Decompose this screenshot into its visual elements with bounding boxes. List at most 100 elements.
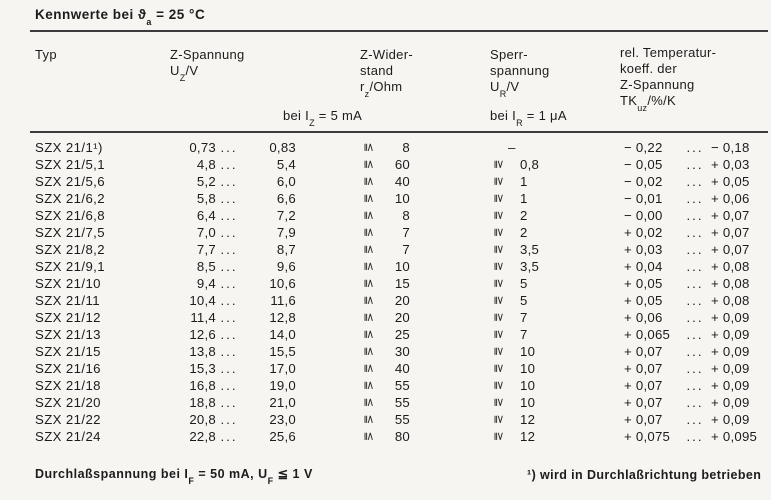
range-dots: ... [686, 412, 704, 427]
top-divider [30, 30, 768, 32]
greater-equal-icon: ≧ [492, 193, 505, 204]
z-voltage-range-cell: 20,8... 23,0 [170, 411, 360, 428]
tk-sym-sub: uz [637, 102, 648, 113]
less-equal-icon: ≦ [362, 278, 375, 289]
uz-min-value: 11,4 [190, 310, 216, 325]
z-voltage-range-cell: 16,8... 19,0 [170, 377, 360, 394]
rz-max-value: 30 [394, 344, 410, 359]
ur-test-condition: bei IR = 1 μA [490, 108, 567, 127]
ur-header-symbol: UR/V [490, 79, 550, 98]
z-voltage-range-cell: 13,8... 15,5 [170, 343, 360, 360]
range-dots: ... [220, 310, 238, 325]
ur-min-value: 2 [520, 208, 528, 223]
reverse-voltage-cell: ≧ 5 [490, 275, 620, 292]
table-row: SZX 21/1¹) 0,73... 0,83 ≦ 8– − 0,22... − 0,18 [35, 139, 768, 156]
z-voltage-range-cell: 5,8... 6,6 [170, 190, 360, 207]
z-impedance-cell: ≦ 55 [360, 394, 490, 411]
ur-min-value: 7 [520, 327, 528, 342]
ur-min-value: 1 [520, 191, 528, 206]
range-dots: ... [686, 225, 704, 240]
tk-max-value: + 0,09 [711, 344, 750, 359]
z-impedance-cell: ≦ 15 [360, 275, 490, 292]
z-impedance-cell: ≦ 20 [360, 292, 490, 309]
tk-max-value: + 0,08 [711, 259, 750, 274]
greater-equal-icon: ≧ [492, 346, 505, 357]
greater-equal-icon: ≧ [492, 397, 505, 408]
less-equal-icon: ≦ [362, 363, 375, 374]
column-header-z-spannung: Z-Spannung UZ/V [170, 47, 245, 82]
temp-coefficient-cell: − 0,05... + 0,03 [620, 156, 768, 173]
less-equal-icon: ≦ [362, 142, 375, 153]
greater-equal-icon: ≧ [492, 176, 505, 187]
less-equal-icon: ≦ [362, 414, 375, 425]
z-impedance-cell: ≦ 60 [360, 156, 490, 173]
z-impedance-cell: ≦ 40 [360, 360, 490, 377]
less-equal-icon: ≦ [362, 261, 375, 272]
uz-max-value: 6,0 [276, 174, 296, 189]
ur-min-value: 12 [520, 429, 536, 444]
tk-min-value: + 0,07 [624, 378, 663, 393]
tk-sym: TK [620, 93, 638, 108]
ur-min-value: 5 [520, 276, 528, 291]
type-cell: SZX 21/11 [35, 292, 170, 309]
table-row: SZX 21/20 18,8... 21,0 ≦ 55 ≧ 10 + 0,07... + 0,0… [35, 394, 768, 411]
z-impedance-cell: ≦ 8 [360, 207, 490, 224]
uz-max-value: 14,0 [269, 327, 296, 342]
type-cell: SZX 21/7,5 [35, 224, 170, 241]
tk-max-value: + 0,07 [711, 225, 750, 240]
less-equal-icon: ≦ [362, 227, 375, 238]
rz-max-value: 55 [394, 412, 410, 427]
reverse-voltage-cell: ≧ 1 [490, 173, 620, 190]
ur-header-name2: spannung [490, 63, 550, 78]
uz-max-value: 0,83 [269, 140, 296, 155]
type-label: SZX 21/11 [35, 293, 100, 308]
type-label: SZX 21/8,2 [35, 242, 105, 257]
uz-max-value: 25,6 [269, 429, 296, 444]
reverse-voltage-cell: ≧ 10 [490, 360, 620, 377]
uz-min-value: 12,6 [189, 327, 216, 342]
greater-equal-icon: ≧ [492, 159, 505, 170]
tk-min-value: − 0,02 [624, 174, 663, 189]
rz-sym-sub: z [364, 88, 370, 99]
uz-max-value: 12,8 [269, 310, 296, 325]
table-row: SZX 21/6,8 6,4... 7,2 ≦ 8 ≧ 2− 0,00... + 0,07 [35, 207, 768, 224]
ur-cond-post: = 1 μA [522, 108, 567, 123]
z-impedance-cell: ≦ 30 [360, 343, 490, 360]
type-label: SZX 21/7,5 [35, 225, 105, 240]
tk-max-value: + 0,08 [711, 276, 750, 291]
uz-max-value: 5,4 [276, 157, 296, 172]
reverse-voltage-cell: ≧ 5 [490, 292, 620, 309]
z-impedance-cell: ≦ 55 [360, 411, 490, 428]
reverse-voltage-cell: ≧ 12 [490, 411, 620, 428]
ur-min-value: 5 [520, 293, 528, 308]
z-impedance-cell: ≦ 55 [360, 377, 490, 394]
z-voltage-range-cell: 11,4... 12,8 [170, 309, 360, 326]
range-dots: ... [686, 157, 704, 172]
temp-coefficient-cell: + 0,04... + 0,08 [620, 258, 768, 275]
tk-max-value: + 0,095 [711, 429, 758, 444]
less-equal-icon: ≦ [362, 380, 375, 391]
footer-mid: = 50 mA, U [194, 467, 268, 481]
less-equal-icon: ≦ [362, 244, 375, 255]
uz-header-symbol: UZ/V [170, 63, 245, 82]
uz-max-value: 8,7 [276, 242, 296, 257]
z-impedance-cell: ≦ 40 [360, 173, 490, 190]
tk-max-value: + 0,09 [711, 395, 750, 410]
range-dots: ... [686, 259, 704, 274]
uz-sym-sub: Z [179, 72, 186, 83]
type-cell: SZX 21/9,1 [35, 258, 170, 275]
tk-min-value: + 0,05 [624, 276, 663, 291]
range-dots: ... [686, 378, 704, 393]
greater-equal-icon: ≧ [492, 261, 505, 272]
range-dots: ... [220, 412, 238, 427]
uz-max-value: 7,9 [276, 225, 296, 240]
ur-sym-sub: R [499, 88, 507, 99]
tk-header-name1: rel. Temperatur- [620, 45, 717, 60]
uz-max-value: 6,6 [276, 191, 296, 206]
table-row: SZX 21/8,2 7,7... 8,7 ≦ 7 ≧ 3,5 + 0,03... + 0,07 [35, 241, 768, 258]
ur-min-value: 2 [520, 225, 528, 240]
type-cell: SZX 21/24 [35, 428, 170, 445]
z-impedance-cell: ≦ 10 [360, 190, 490, 207]
ur-unit: /V [506, 79, 520, 94]
reverse-voltage-cell: ≧ 2 [490, 224, 620, 241]
